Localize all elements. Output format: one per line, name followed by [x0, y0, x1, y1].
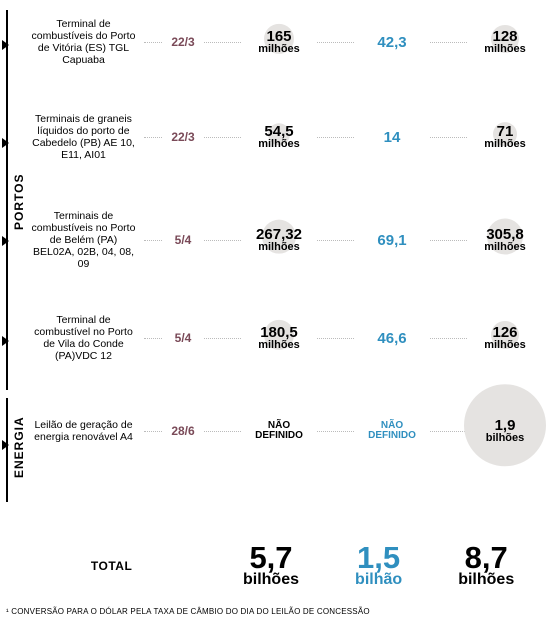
dotted-connector: [204, 431, 241, 432]
data-row: Leilão de geração de energia renovável A…: [26, 418, 540, 444]
col2-value: 14: [357, 130, 427, 145]
dotted-connector: [317, 240, 354, 241]
dotted-connector: [430, 42, 467, 43]
col3-value: 305,8milhões: [470, 227, 540, 253]
total-row: TOTAL 5,7 bilhões 1,5 bilhão 8,7 bilhões: [26, 544, 540, 588]
col3-value-num: 1,9: [470, 418, 540, 433]
row-date: 28/6: [165, 424, 201, 438]
col2-value-num: 46,6: [357, 331, 427, 346]
data-row: Terminal de combustíveis do Porto de Vit…: [26, 18, 540, 66]
col2-value: NÃO DEFINIDO: [357, 421, 427, 441]
row-description: Terminal de combustíveis do Porto de Vit…: [26, 18, 141, 66]
col1-value: 165milhões: [244, 29, 314, 55]
row-date: 5/4: [165, 331, 201, 345]
row-marker-icon: [2, 236, 9, 246]
col2-value-num: 14: [357, 130, 427, 145]
category-label: PORTOS: [12, 174, 26, 230]
col2-value: 46,6: [357, 331, 427, 346]
dotted-connector: [317, 431, 354, 432]
col3-value-unit: bilhões: [470, 433, 540, 444]
category-bar: [6, 398, 8, 502]
col3-value-unit: milhões: [470, 340, 540, 351]
col3-value-num: 305,8: [470, 227, 540, 242]
row-marker-icon: [2, 138, 9, 148]
col1-value-unit: milhões: [244, 242, 314, 253]
dotted-connector: [430, 137, 467, 138]
dotted-connector: [317, 137, 354, 138]
col2-value: 42,3: [357, 35, 427, 50]
footnote: ¹ CONVERSÃO PARA O DÓLAR PELA TAXA DE CÂ…: [6, 607, 370, 616]
dotted-connector: [204, 42, 241, 43]
category-label: ENERGIA: [12, 416, 26, 478]
row-description: Terminais de combustíveis no Porto de Be…: [26, 210, 141, 270]
col1-value-unit: milhões: [244, 340, 314, 351]
row-date: 5/4: [165, 233, 201, 247]
total-col1-num: 5,7: [217, 544, 325, 572]
col3-value-unit: milhões: [470, 242, 540, 253]
col1-value: 180,5milhões: [244, 325, 314, 351]
dotted-connector: [430, 338, 467, 339]
dotted-connector: [430, 240, 467, 241]
total-col3: 8,7 bilhões: [432, 544, 540, 588]
col3-value-num: 128: [470, 29, 540, 44]
dotted-connector: [144, 240, 162, 241]
dotted-connector: [204, 137, 241, 138]
dotted-connector: [144, 431, 162, 432]
row-date: 22/3: [165, 130, 201, 144]
col3-value-num: 126: [470, 325, 540, 340]
dotted-connector: [144, 338, 162, 339]
col1-value: 54,5milhões: [244, 124, 314, 150]
col1-value-unit: milhões: [244, 139, 314, 150]
total-col3-num: 8,7: [432, 544, 540, 572]
row-description: Leilão de geração de energia renovável A…: [26, 419, 141, 443]
col1-value-num: NÃO DEFINIDO: [244, 421, 314, 441]
total-col1-unit: bilhões: [217, 572, 325, 588]
col1-value-num: 267,32: [244, 227, 314, 242]
total-col1: 5,7 bilhões: [217, 544, 325, 588]
data-row: Terminais de combustíveis no Porto de Be…: [26, 210, 540, 270]
category-bar: [6, 10, 8, 390]
total-label: TOTAL: [26, 559, 197, 573]
col2-value-num: 42,3: [357, 35, 427, 50]
col2-value: 69,1: [357, 233, 427, 248]
row-date: 22/3: [165, 35, 201, 49]
row-description: Terminal de combustível no Porto de Vila…: [26, 314, 141, 362]
dotted-connector: [317, 338, 354, 339]
col2-value-num: NÃO DEFINIDO: [357, 421, 427, 441]
dotted-connector: [144, 42, 162, 43]
col1-value-num: 180,5: [244, 325, 314, 340]
row-description: Terminais de graneis líquidos do porto d…: [26, 113, 141, 161]
total-col2: 1,5 bilhão: [325, 544, 433, 588]
col1-value-num: 165: [244, 29, 314, 44]
col2-value-num: 69,1: [357, 233, 427, 248]
row-marker-icon: [2, 40, 9, 50]
dotted-connector: [144, 137, 162, 138]
col1-value: 267,32milhões: [244, 227, 314, 253]
col1-value: NÃO DEFINIDO: [244, 421, 314, 441]
total-col2-num: 1,5: [325, 544, 433, 572]
dotted-connector: [204, 240, 241, 241]
row-marker-icon: [2, 440, 9, 450]
row-marker-icon: [2, 336, 9, 346]
col3-value-num: 71: [470, 124, 540, 139]
col3-value: 1,9bilhões: [470, 418, 540, 444]
data-row: Terminais de graneis líquidos do porto d…: [26, 113, 540, 161]
dotted-connector: [204, 338, 241, 339]
total-col3-unit: bilhões: [432, 572, 540, 588]
col3-value: 128milhões: [470, 29, 540, 55]
col1-value-num: 54,5: [244, 124, 314, 139]
col3-value-unit: milhões: [470, 139, 540, 150]
col1-value-unit: milhões: [244, 44, 314, 55]
data-row: Terminal de combustível no Porto de Vila…: [26, 314, 540, 362]
col3-value: 71milhões: [470, 124, 540, 150]
col3-value-unit: milhões: [470, 44, 540, 55]
col3-value: 126milhões: [470, 325, 540, 351]
total-col2-unit: bilhão: [325, 572, 433, 588]
dotted-connector: [317, 42, 354, 43]
dotted-connector: [430, 431, 467, 432]
